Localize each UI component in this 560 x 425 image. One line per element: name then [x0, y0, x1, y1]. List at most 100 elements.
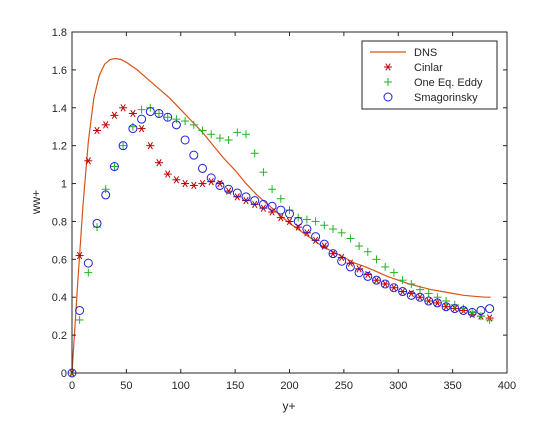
data-point-smagorinsky: [137, 114, 147, 124]
data-point-one-eq-eddy: [268, 185, 277, 194]
data-point-smagorinsky: [285, 209, 294, 219]
data-point-one-eq-eddy: [407, 279, 416, 288]
data-point-one-eq-eddy: [346, 234, 355, 243]
data-point-smagorinsky: [250, 196, 260, 206]
data-point-one-eq-eddy: [128, 122, 137, 131]
data-point-cinlar: [381, 280, 390, 288]
y-tick-label: 0: [61, 368, 67, 380]
y-tick-label: 1.6: [52, 65, 67, 77]
y-axis-label: ww+: [29, 190, 43, 215]
data-point-cinlar: [110, 111, 119, 120]
data-point-one-eq-eddy: [224, 135, 233, 144]
data-point-one-eq-eddy: [398, 276, 407, 285]
x-axis-label: y+: [282, 399, 295, 413]
data-point-one-eq-eddy: [233, 128, 242, 137]
series-dns: [71, 57, 491, 374]
data-point-cinlar: [198, 179, 207, 188]
data-point-smagorinsky: [363, 271, 373, 281]
data-point-cinlar: [155, 159, 163, 167]
legend-label: DNS: [414, 47, 437, 59]
data-point-smagorinsky: [319, 239, 329, 249]
data-point-smagorinsky: [398, 287, 408, 297]
data-point-one-eq-eddy: [355, 242, 364, 251]
data-point-smagorinsky: [258, 199, 268, 209]
y-tick-label: 0.2: [52, 330, 67, 342]
data-point-one-eq-eddy: [259, 168, 268, 177]
legend-label: Smagorinsky: [414, 92, 478, 104]
data-point-one-eq-eddy: [372, 255, 381, 264]
data-point-cinlar: [189, 181, 198, 190]
data-point-cinlar: [416, 293, 424, 301]
data-point-smagorinsky: [424, 296, 434, 306]
data-point-one-eq-eddy: [250, 149, 259, 158]
data-point-one-eq-eddy: [433, 293, 442, 302]
legend-swatch: [383, 92, 393, 102]
data-point-one-eq-eddy: [181, 117, 190, 126]
data-point-smagorinsky: [380, 279, 390, 289]
data-point-cinlar: [424, 297, 433, 305]
data-point-cinlar: [137, 124, 146, 133]
data-point-smagorinsky: [293, 216, 303, 226]
data-point-smagorinsky: [328, 249, 338, 259]
data-point-smagorinsky: [92, 218, 102, 228]
data-point-cinlar: [75, 251, 84, 260]
data-point-one-eq-eddy: [476, 312, 485, 321]
data-point-one-eq-eddy: [302, 215, 311, 224]
data-point-one-eq-eddy: [320, 221, 329, 230]
x-tick-label: 350: [443, 380, 461, 392]
data-point-smagorinsky: [109, 162, 119, 172]
legend-item-dns: DNS: [370, 47, 437, 59]
data-point-smagorinsky: [215, 180, 225, 190]
data-point-cinlar: [84, 157, 93, 165]
data-point-smagorinsky: [128, 124, 138, 134]
x-tick-label: 150: [226, 380, 244, 392]
chart-legend: DNS Cinlar One Eq. Eddy Smagorinsky: [361, 40, 498, 110]
y-tick-label: 0.6: [52, 254, 67, 266]
y-tick-label: 1: [61, 179, 67, 191]
data-point-one-eq-eddy: [311, 217, 320, 226]
data-point-one-eq-eddy: [75, 315, 84, 324]
data-point-smagorinsky: [441, 302, 451, 312]
data-point-smagorinsky: [241, 192, 251, 202]
data-point-smagorinsky: [459, 305, 468, 315]
data-point-smagorinsky: [206, 173, 216, 183]
y-tick-label: 0.4: [52, 292, 67, 304]
series-smagorinsky: [67, 107, 495, 378]
data-point-one-eq-eddy: [337, 228, 346, 237]
data-point-smagorinsky: [101, 190, 111, 200]
legend-swatch: [384, 78, 392, 86]
x-tick-label: 0: [69, 380, 75, 392]
data-point-smagorinsky: [198, 163, 207, 173]
legend-item-smagorinsky: Smagorinsky: [383, 92, 478, 104]
data-point-cinlar: [285, 217, 294, 226]
data-point-smagorinsky: [145, 107, 155, 117]
legend-item-one-eq-eddy: One Eq. Eddy: [384, 77, 483, 89]
data-point-one-eq-eddy: [207, 130, 216, 139]
data-point-one-eq-eddy: [189, 120, 198, 129]
x-tick-label: 50: [120, 380, 132, 392]
data-point-one-eq-eddy: [215, 134, 224, 143]
data-point-one-eq-eddy: [119, 141, 128, 150]
data-point-smagorinsky: [171, 120, 181, 130]
data-point-one-eq-eddy: [381, 262, 390, 271]
data-point-smagorinsky: [276, 205, 286, 215]
data-point-cinlar: [101, 121, 110, 129]
legend-label: One Eq. Eddy: [414, 77, 483, 89]
data-point-cinlar: [163, 170, 172, 178]
data-point-cinlar: [433, 299, 442, 307]
data-point-smagorinsky: [372, 275, 381, 285]
data-point-one-eq-eddy: [276, 194, 285, 203]
data-point-cinlar: [329, 249, 337, 258]
data-point-one-eq-eddy: [459, 304, 468, 313]
data-point-smagorinsky: [389, 283, 399, 293]
data-point-smagorinsky: [302, 224, 312, 234]
y-tick-label: 1.4: [52, 103, 67, 115]
data-point-smagorinsky: [154, 108, 164, 118]
data-point-cinlar: [172, 176, 181, 184]
x-tick-label: 200: [280, 380, 298, 392]
data-point-smagorinsky: [415, 292, 425, 302]
data-point-smagorinsky: [75, 305, 85, 315]
data-point-smagorinsky: [345, 262, 355, 272]
data-point-one-eq-eddy: [363, 247, 372, 256]
